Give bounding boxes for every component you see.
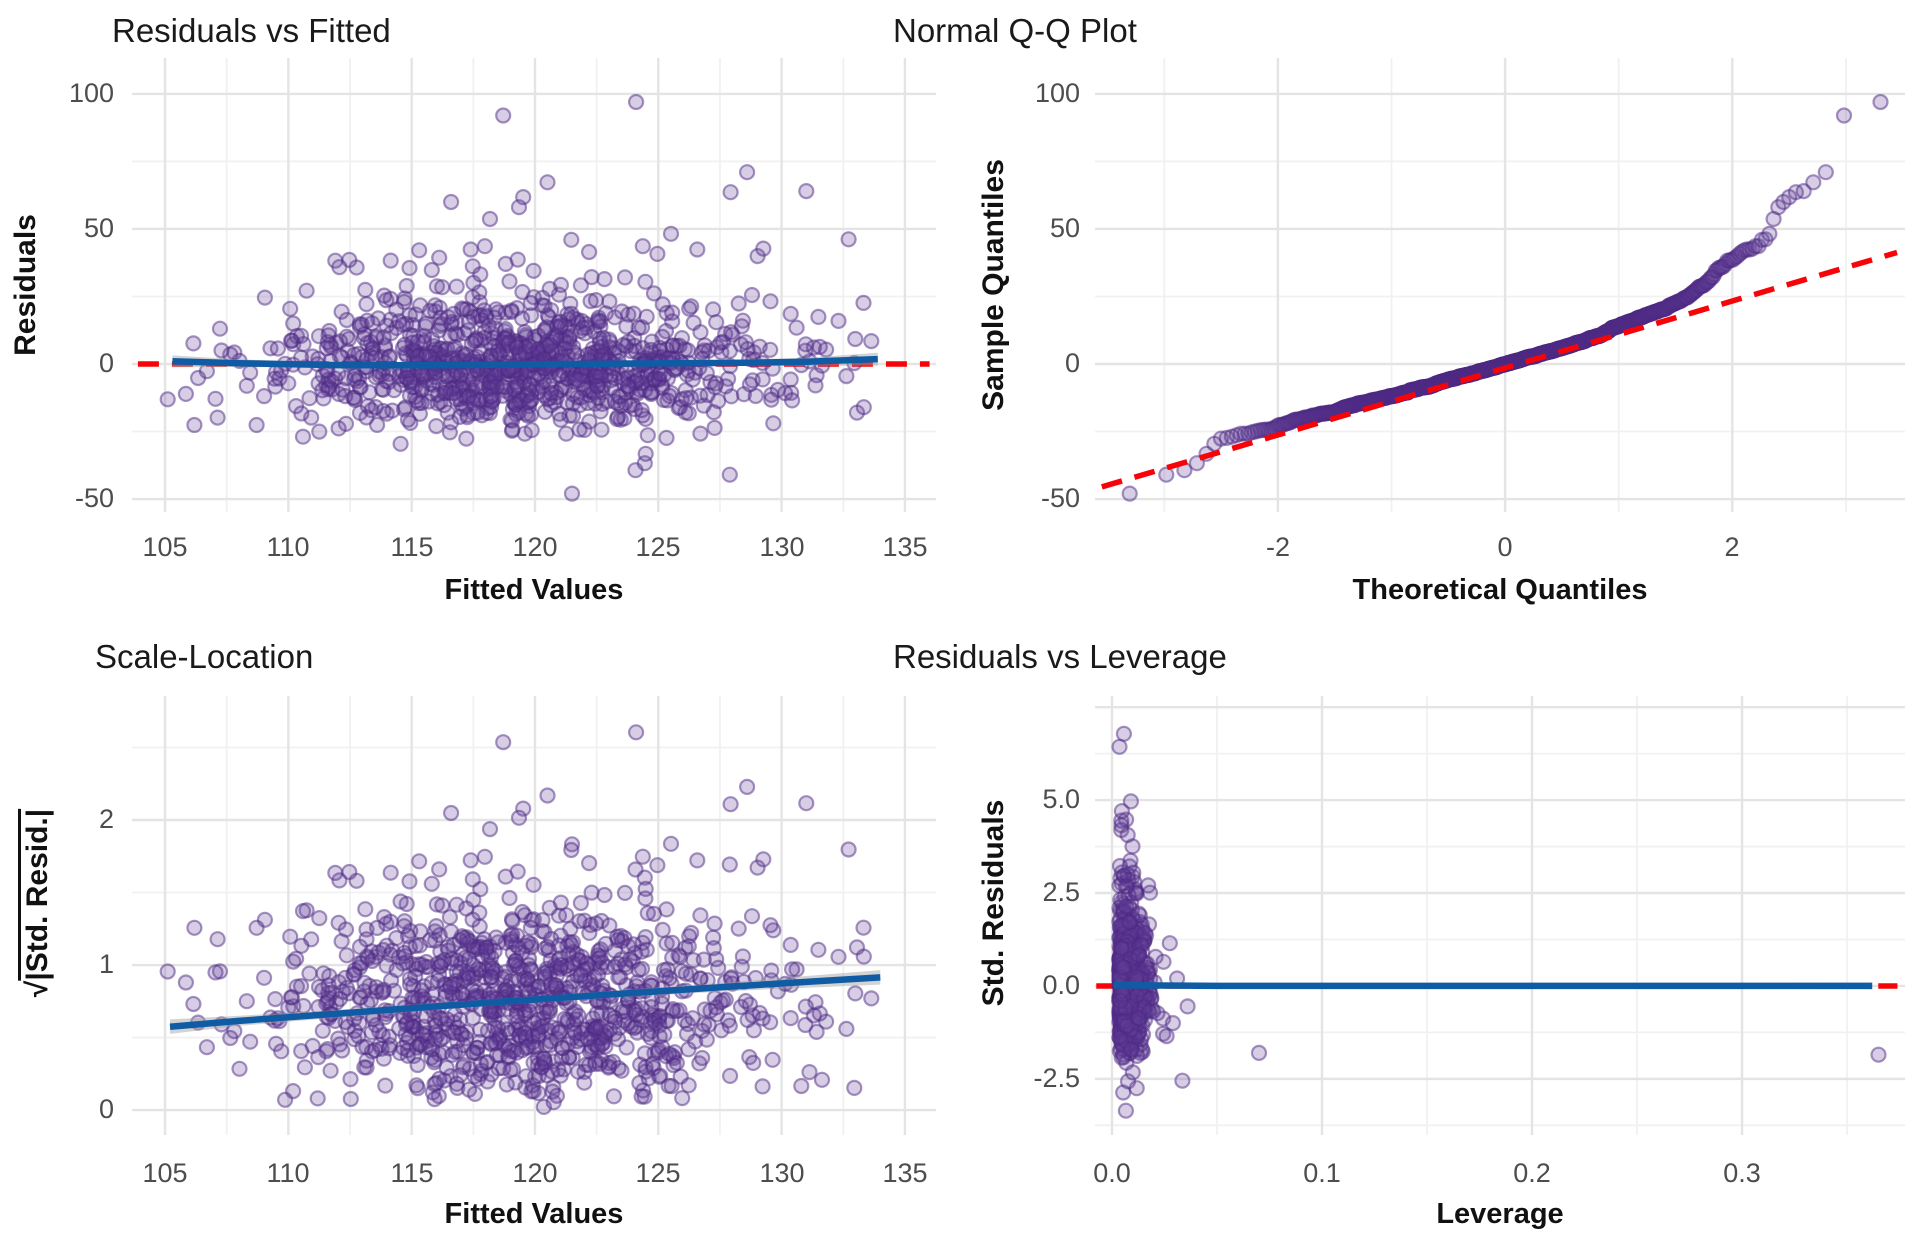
x-tick-label: 2 bbox=[1724, 532, 1740, 562]
x-tick-label: 0.0 bbox=[1093, 1158, 1131, 1188]
x-tick-label: 0 bbox=[1497, 532, 1513, 562]
gridlines bbox=[1095, 58, 1905, 512]
x-tick-label: 125 bbox=[635, 1158, 681, 1188]
panel-scale-location bbox=[132, 696, 936, 1135]
x-tick-label: 105 bbox=[142, 1158, 188, 1188]
x-tick-label: 135 bbox=[882, 532, 928, 562]
x-tick-label: 130 bbox=[759, 1158, 805, 1188]
x-axis-title-fitted-values: Fitted Values bbox=[444, 1198, 624, 1230]
smoother-line bbox=[169, 974, 881, 1030]
panel-body bbox=[159, 724, 881, 1116]
y-tick-label: 5.0 bbox=[1042, 784, 1080, 814]
smoother-line bbox=[1114, 981, 1873, 990]
smoother-line bbox=[172, 355, 878, 369]
y-tick-label: 2 bbox=[98, 804, 114, 834]
x-axis-title-leverage: Leverage bbox=[1436, 1198, 1564, 1230]
x-tick-label: 120 bbox=[512, 1158, 558, 1188]
y-tick-label: 1 bbox=[98, 949, 114, 979]
y-tick-label: -50 bbox=[1040, 483, 1080, 513]
x-tick-label: 130 bbox=[759, 532, 805, 562]
y-tick-label: 0.0 bbox=[1042, 970, 1080, 1000]
scatter-points bbox=[1111, 725, 1887, 1119]
panel-title-normal-qq: Normal Q-Q Plot bbox=[893, 12, 1137, 49]
y-tick-label: 2.5 bbox=[1042, 877, 1080, 907]
panel-residuals-vs-fitted bbox=[132, 58, 936, 512]
panel-body bbox=[137, 93, 930, 502]
radical-sign: √ bbox=[21, 980, 54, 998]
panel-title-scale-location: Scale-Location bbox=[95, 638, 314, 675]
panel-title-residuals-vs-leverage: Residuals vs Leverage bbox=[893, 638, 1227, 675]
x-tick-label: 120 bbox=[512, 532, 558, 562]
x-tick-label: 115 bbox=[390, 532, 434, 562]
x-tick-label: 105 bbox=[142, 532, 188, 562]
panel-residuals-vs-leverage bbox=[1095, 696, 1905, 1135]
x-tick-label: 0.2 bbox=[1513, 1158, 1551, 1188]
y-tick-label: 0 bbox=[98, 1094, 114, 1124]
gridlines bbox=[132, 58, 936, 512]
panel-normal-qq bbox=[1095, 58, 1905, 512]
x-tick-label: 110 bbox=[266, 532, 310, 562]
y-tick-label: 0 bbox=[98, 348, 114, 378]
scatter-points bbox=[159, 724, 880, 1116]
gridlines bbox=[1095, 696, 1905, 1135]
y-tick-label: 50 bbox=[83, 213, 114, 243]
x-tick-label: 135 bbox=[882, 1158, 928, 1188]
x-tick-label: 115 bbox=[390, 1158, 434, 1188]
panel-body bbox=[1101, 93, 1898, 502]
y-tick-label: 0 bbox=[1064, 348, 1080, 378]
x-tick-label: 0.1 bbox=[1303, 1158, 1341, 1188]
y-tick-label: 100 bbox=[68, 78, 114, 108]
y-tick-label: -2.5 bbox=[1033, 1063, 1080, 1093]
scatter-points bbox=[159, 93, 880, 502]
x-tick-label: 0.3 bbox=[1723, 1158, 1761, 1188]
panel-title-residuals-vs-fitted: Residuals vs Fitted bbox=[112, 12, 391, 49]
reference-line-dashed bbox=[1101, 249, 1898, 490]
y-tick-label: 100 bbox=[1034, 78, 1080, 108]
panel-body bbox=[1096, 725, 1898, 1119]
x-tick-label: 125 bbox=[635, 532, 681, 562]
y-tick-label: -50 bbox=[74, 483, 114, 513]
x-axis-title-theoretical-quantiles: Theoretical Quantiles bbox=[1352, 574, 1648, 606]
x-axis-title-fitted-values: Fitted Values bbox=[444, 574, 624, 606]
gridlines bbox=[132, 696, 936, 1135]
x-tick-label: 110 bbox=[266, 1158, 310, 1188]
y-tick-label: 50 bbox=[1049, 213, 1080, 243]
x-tick-label: -2 bbox=[1265, 532, 1290, 562]
